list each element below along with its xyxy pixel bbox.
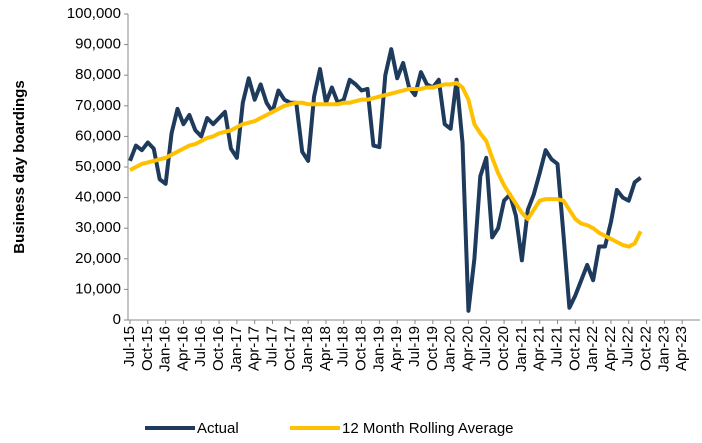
x-tick-label: Jul-15 [121,326,138,367]
x-tick-label: Jan-21 [513,326,530,372]
line-series [129,80,643,249]
x-tick-label: Jul-18 [335,326,352,367]
y-tick-label: 20,000 [75,250,121,267]
x-tick-label: Jul-21 [548,326,565,367]
y-tick-label: 70,000 [75,97,121,114]
x-tick-label: Oct-20 [495,326,512,371]
legend-label: 12 Month Rolling Average [342,420,514,437]
x-tick-label: Apr-20 [459,326,476,371]
x-tick-label: Jan-17 [228,326,245,372]
x-tick-label: Jan-20 [442,326,459,372]
x-tick-label: Apr-19 [388,326,405,371]
x-tick-label: Jul-16 [192,326,209,367]
x-tick-label: Apr-23 [673,326,690,371]
x-tick-label: Apr-22 [602,326,619,371]
x-tick-label: Oct-22 [638,326,655,371]
x-tick-label: Jan-23 [655,326,672,372]
line-series [128,47,642,313]
x-tick-label: Jan-16 [157,326,174,372]
x-tick-label: Apr-16 [174,326,191,371]
y-tick-label: 100,000 [67,5,121,22]
x-tick-label: Oct-16 [210,326,227,371]
x-tick-label: Jul-17 [263,326,280,367]
x-tick-label: Apr-18 [317,326,334,371]
y-tick-label: 40,000 [75,189,121,206]
x-tick-label: Jan-18 [299,326,316,372]
x-tick-label: Jul-19 [406,326,423,367]
legend-label: Actual [197,420,239,437]
x-tick-label: Oct-18 [353,326,370,371]
y-tick-label: 50,000 [75,158,121,175]
y-tick-label: 0 [113,311,121,328]
x-tick-label: Apr-17 [246,326,263,371]
y-tick-label: 60,000 [75,127,121,144]
x-tick-label: Oct-19 [424,326,441,371]
x-tick-label: Oct-21 [566,326,583,371]
y-tick-label: 30,000 [75,219,121,236]
y-tick-label: 90,000 [75,36,121,53]
x-tick-label: Jul-22 [620,326,637,367]
x-tick-label: Oct-17 [281,326,298,371]
x-tick-label: Jan-22 [584,326,601,372]
x-tick-label: Jan-19 [370,326,387,372]
x-tick-label: Jul-20 [477,326,494,367]
x-tick-label: Oct-15 [139,326,156,371]
y-tick-label: 10,000 [75,280,121,297]
x-tick-label: Apr-21 [531,326,548,371]
y-axis-title: Business day boardings [11,80,28,253]
y-tick-label: 80,000 [75,66,121,83]
